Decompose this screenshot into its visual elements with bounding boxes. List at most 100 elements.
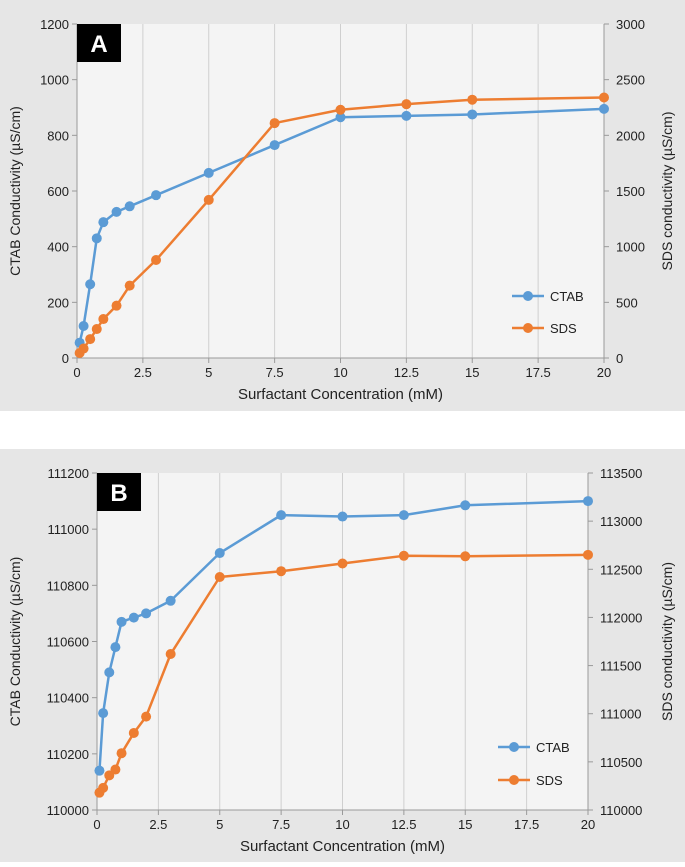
y-left-tick-label: 110200 <box>47 747 89 762</box>
data-point-ctab <box>104 667 115 678</box>
data-point-sds <box>110 764 121 775</box>
x-tick-label: 20 <box>581 817 595 832</box>
y-right-tick-label: 2500 <box>616 73 645 88</box>
y-left-tick-label: 1200 <box>40 17 69 32</box>
x-tick-label: 17.5 <box>514 817 539 832</box>
chart-b-svg: 0 2.5 5 7.5 10 12.5 15 17.5 20 110000 110200 110400… <box>7 466 675 855</box>
data-point-sds <box>98 314 109 325</box>
data-point-ctab <box>151 190 162 201</box>
x-tick-label: 20 <box>597 365 611 380</box>
y-right-axis-title: SDS conductivity (µS/cm) <box>659 112 675 271</box>
y-right-tick-label: 2000 <box>616 128 645 143</box>
legend-marker-ctab <box>509 742 519 752</box>
y-left-tick-label: 111200 <box>48 466 89 481</box>
x-tick-label: 2.5 <box>149 817 167 832</box>
x-tick-label: 7.5 <box>266 365 284 380</box>
data-point-ctab <box>269 140 280 151</box>
x-tick-label: 5 <box>216 817 223 832</box>
legend-label-ctab: CTAB <box>536 740 570 755</box>
data-point-ctab <box>124 201 135 212</box>
data-point-ctab <box>111 206 122 217</box>
y-right-tick-label: 3000 <box>616 17 645 32</box>
y-left-tick-label: 110600 <box>47 635 89 650</box>
panel-label-box <box>97 473 141 511</box>
legend-label-ctab: CTAB <box>550 289 584 304</box>
y-right-tick-label: 1000 <box>616 240 645 255</box>
y-left-tick-label: 400 <box>47 240 69 255</box>
panel-label-box <box>77 24 121 62</box>
data-point-ctab <box>398 510 409 521</box>
data-point-sds <box>269 118 280 129</box>
x-tick-label: 12.5 <box>391 817 416 832</box>
legend-label-sds: SDS <box>550 321 577 336</box>
data-point-sds <box>335 104 346 115</box>
data-point-sds <box>91 324 102 335</box>
y-left-tick-label: 0 <box>62 351 69 366</box>
data-point-sds <box>460 551 471 562</box>
data-point-sds <box>203 194 214 205</box>
chart-panel-b: 0 2.5 5 7.5 10 12.5 15 17.5 20 110000 110200 110400… <box>0 449 685 862</box>
y-right-tick-label: 112500 <box>600 562 642 577</box>
data-point-ctab <box>337 511 348 522</box>
panel-label-b: B <box>110 480 127 507</box>
data-point-sds <box>401 99 412 110</box>
data-point-sds <box>165 649 176 660</box>
y-right-axis-title: SDS conductivity (µS/cm) <box>659 562 675 721</box>
data-point-ctab <box>214 548 225 559</box>
data-point-ctab <box>98 708 109 719</box>
y-left-tick-label: 800 <box>47 128 69 143</box>
data-point-ctab <box>116 616 127 627</box>
y-left-axis-title: CTAB Conductivity (µS/cm) <box>7 557 23 727</box>
data-point-ctab <box>276 510 287 521</box>
x-tick-label: 12.5 <box>394 365 419 380</box>
y-left-tick-label: 1000 <box>40 73 69 88</box>
data-point-sds <box>116 748 127 759</box>
y-left-tick-label: 200 <box>47 295 69 310</box>
legend-marker-sds <box>509 775 519 785</box>
data-point-sds <box>111 300 122 311</box>
y-left-tick-label: 600 <box>47 184 69 199</box>
x-tick-label: 7.5 <box>272 817 290 832</box>
data-point-ctab <box>401 110 412 121</box>
data-point-sds <box>151 255 162 266</box>
x-axis-title: Surfactant Concentration (mM) <box>240 838 445 855</box>
chart-a-svg: 0 2.5 5 7.5 10 12.5 15 17.5 20020040060080010001… <box>7 17 675 403</box>
y-left-tick-label: 110800 <box>47 578 89 593</box>
data-point-sds <box>141 711 152 722</box>
data-point-sds <box>98 782 109 793</box>
data-point-ctab <box>467 109 478 120</box>
data-point-sds <box>337 558 348 569</box>
y-right-tick-label: 112000 <box>600 610 642 625</box>
data-point-sds <box>599 92 609 103</box>
data-point-sds <box>85 334 96 345</box>
data-point-ctab <box>203 167 214 178</box>
y-right-tick-label: 110500 <box>600 755 642 770</box>
legend-marker-sds <box>523 323 533 333</box>
x-axis-title: Surfactant Concentration (mM) <box>238 386 443 403</box>
data-point-ctab <box>599 103 609 114</box>
y-left-tick-label: 110000 <box>47 803 89 818</box>
x-tick-label: 10 <box>335 817 349 832</box>
y-left-tick-label: 111000 <box>48 522 89 537</box>
data-point-ctab <box>85 279 96 290</box>
panel-label-a: A <box>90 31 107 58</box>
data-point-sds <box>398 550 409 561</box>
data-point-ctab <box>141 608 152 619</box>
data-point-sds <box>276 566 287 577</box>
y-right-tick-label: 1500 <box>616 184 645 199</box>
data-point-ctab <box>460 500 471 511</box>
data-point-sds <box>124 280 135 291</box>
x-tick-label: 17.5 <box>525 365 550 380</box>
data-point-ctab <box>583 496 593 507</box>
y-right-tick-label: 110000 <box>600 803 642 818</box>
y-right-tick-label: 0 <box>616 351 623 366</box>
y-right-tick-label: 500 <box>616 295 638 310</box>
x-tick-label: 10 <box>333 365 347 380</box>
data-point-sds <box>214 571 225 582</box>
y-left-tick-label: 110400 <box>47 691 89 706</box>
x-tick-label: 0 <box>93 817 100 832</box>
y-left-axis-title: CTAB Conductivity (µS/cm) <box>7 106 23 276</box>
x-tick-label: 2.5 <box>134 365 152 380</box>
data-point-ctab <box>165 595 176 606</box>
data-point-ctab <box>128 612 139 623</box>
